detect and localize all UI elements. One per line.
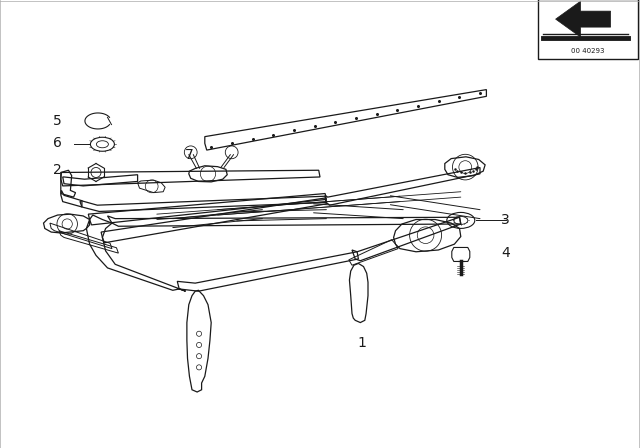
Text: 6: 6 [53,136,62,151]
FancyBboxPatch shape [538,0,637,59]
Text: 00 40293: 00 40293 [571,48,604,54]
Text: 2: 2 [53,163,62,177]
Polygon shape [556,1,611,37]
Text: 7: 7 [184,147,193,162]
Text: 3: 3 [501,212,510,227]
Text: 5: 5 [53,114,62,128]
Text: 1: 1 [357,336,366,350]
Text: 4: 4 [501,246,510,260]
